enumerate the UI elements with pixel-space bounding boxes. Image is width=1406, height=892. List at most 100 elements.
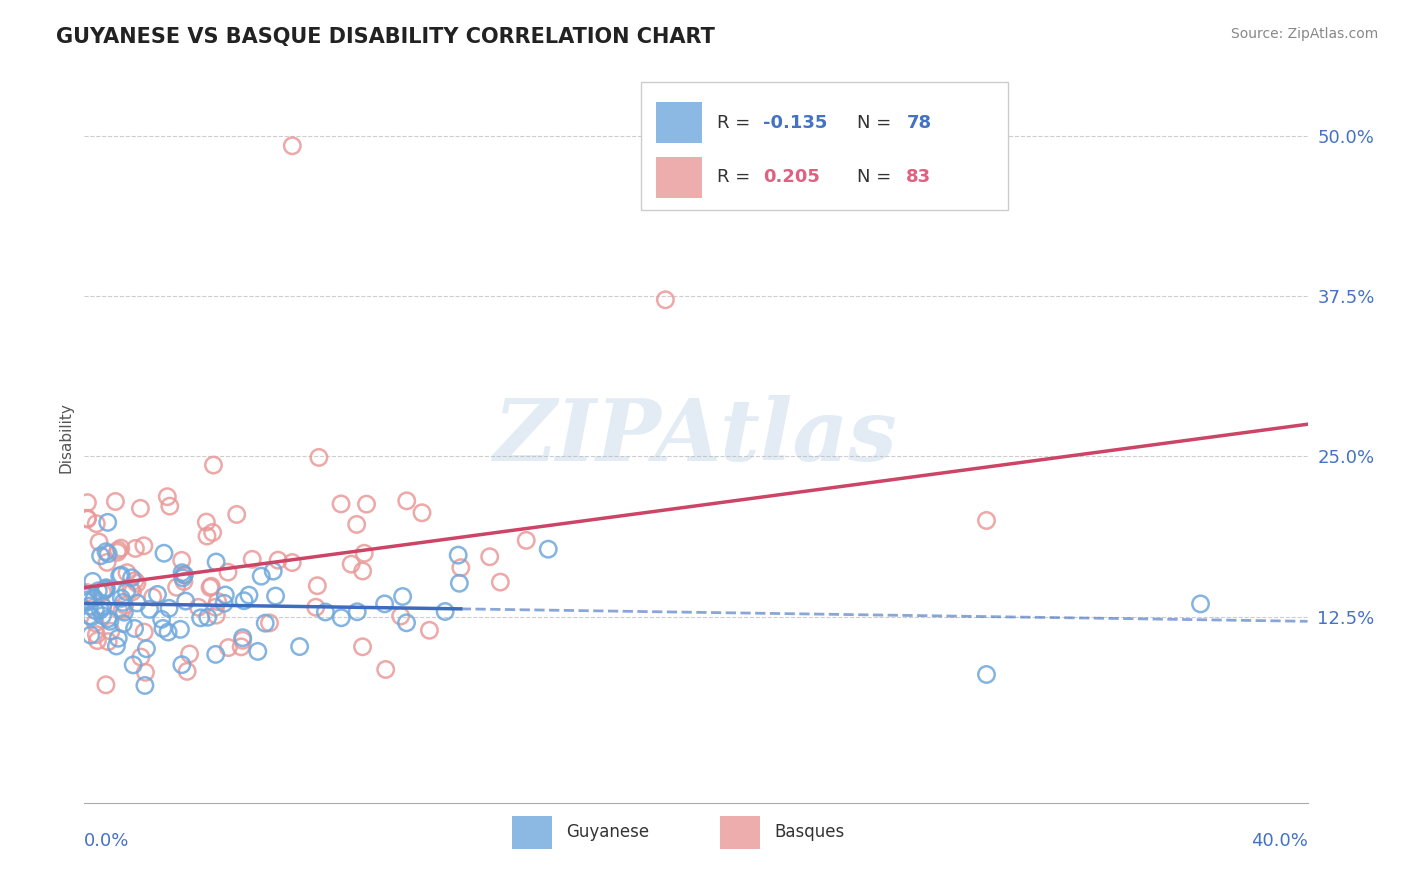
- Point: [489, 575, 512, 590]
- Point: [187, 600, 209, 615]
- Point: [170, 553, 193, 567]
- Point: [76, 511, 98, 525]
- Point: [346, 517, 368, 532]
- Point: [246, 644, 269, 658]
- Point: [79, 599, 101, 613]
- Point: [240, 552, 263, 566]
- Point: [232, 631, 254, 645]
- Point: [89, 603, 111, 617]
- Point: [87, 535, 110, 549]
- Point: [132, 539, 155, 553]
- Point: [308, 450, 330, 465]
- Point: [91, 608, 114, 623]
- Point: [418, 624, 440, 638]
- Point: [97, 612, 120, 626]
- Point: [124, 574, 146, 588]
- Point: [79, 608, 101, 623]
- Point: [115, 566, 138, 580]
- Point: [76, 585, 98, 599]
- Point: [80, 628, 103, 642]
- Point: [330, 611, 353, 625]
- Point: [356, 497, 378, 511]
- Point: [107, 603, 129, 617]
- Point: [374, 663, 396, 677]
- Point: [174, 594, 197, 608]
- Point: [267, 553, 290, 567]
- Point: [86, 633, 108, 648]
- Point: [976, 667, 998, 681]
- Point: [314, 605, 336, 619]
- Point: [100, 624, 122, 639]
- Text: 83: 83: [907, 169, 932, 186]
- Point: [259, 615, 281, 630]
- Point: [389, 609, 412, 624]
- Point: [129, 501, 152, 516]
- Point: [205, 555, 228, 569]
- Point: [176, 665, 198, 679]
- Point: [204, 600, 226, 615]
- Point: [225, 508, 247, 522]
- Point: [449, 576, 471, 591]
- Point: [76, 590, 98, 604]
- Point: [450, 560, 472, 574]
- Point: [157, 625, 180, 640]
- Text: ZIPAtlas: ZIPAtlas: [494, 395, 898, 479]
- Point: [537, 542, 560, 557]
- Point: [179, 647, 201, 661]
- Point: [122, 657, 145, 672]
- Point: [120, 582, 142, 597]
- Point: [105, 639, 128, 653]
- Point: [262, 564, 284, 578]
- Point: [86, 516, 108, 531]
- Point: [125, 576, 148, 591]
- Point: [305, 600, 328, 615]
- Point: [447, 548, 470, 562]
- Point: [190, 611, 212, 625]
- Point: [159, 499, 181, 513]
- Point: [114, 598, 136, 612]
- Point: [82, 574, 104, 589]
- Point: [112, 595, 135, 609]
- Point: [138, 602, 160, 616]
- Point: [97, 634, 120, 648]
- Point: [233, 593, 256, 607]
- Point: [112, 616, 135, 631]
- Point: [197, 610, 219, 624]
- Point: [395, 615, 418, 630]
- Point: [172, 571, 194, 585]
- Point: [152, 622, 174, 636]
- Point: [374, 597, 396, 611]
- Point: [254, 616, 277, 631]
- Point: [281, 138, 304, 153]
- Point: [76, 595, 98, 609]
- Text: R =: R =: [717, 113, 756, 131]
- Point: [121, 584, 143, 599]
- Point: [195, 529, 218, 543]
- Text: Source: ZipAtlas.com: Source: ZipAtlas.com: [1230, 27, 1378, 41]
- Point: [107, 632, 129, 646]
- Point: [135, 641, 157, 656]
- Point: [205, 608, 228, 623]
- Point: [87, 583, 110, 598]
- Point: [110, 591, 132, 606]
- Bar: [513, 815, 551, 848]
- Point: [170, 657, 193, 672]
- Point: [195, 515, 218, 529]
- Point: [340, 557, 363, 571]
- Point: [108, 569, 131, 583]
- Point: [94, 582, 117, 596]
- Point: [976, 514, 998, 528]
- Point: [201, 525, 224, 540]
- Point: [156, 490, 179, 504]
- Point: [250, 569, 273, 583]
- Point: [169, 623, 191, 637]
- Bar: [720, 815, 759, 848]
- Point: [134, 665, 156, 680]
- Point: [352, 564, 374, 578]
- Point: [112, 605, 135, 619]
- Point: [204, 648, 226, 662]
- Point: [104, 494, 127, 508]
- Point: [198, 581, 221, 595]
- Point: [80, 610, 103, 624]
- Point: [238, 588, 260, 602]
